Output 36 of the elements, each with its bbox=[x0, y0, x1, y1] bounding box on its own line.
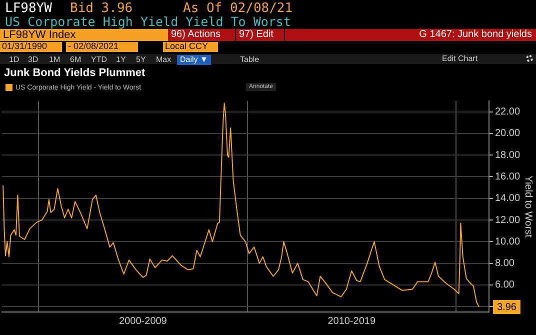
y-tick-label: 16.00 bbox=[494, 171, 520, 182]
y-axis-title: Yield to Worst bbox=[522, 176, 534, 238]
text: 1D bbox=[8, 55, 20, 65]
text: YTD bbox=[90, 55, 108, 65]
y-tick-label: 14.00 bbox=[494, 193, 520, 204]
text: Daily ▼ bbox=[177, 55, 211, 65]
x-tick-label: 2010-2019 bbox=[328, 316, 376, 327]
text: 6M bbox=[69, 55, 82, 65]
chart-subtitle: US Corporate High Yield Yield To Worst bbox=[5, 14, 291, 29]
text: 97) Edit bbox=[236, 29, 284, 41]
y-tick-label: 10.00 bbox=[494, 236, 520, 248]
text: 96) Actions bbox=[168, 29, 235, 41]
annotation: 3.96 bbox=[496, 302, 517, 313]
y-tick-label: 12.00 bbox=[494, 214, 520, 226]
text: Max bbox=[155, 55, 172, 65]
text: LF98YW Index bbox=[0, 29, 168, 41]
chart-title: Junk Bond Yields Plummet bbox=[4, 67, 146, 79]
text: As Of 02/08/21 bbox=[183, 1, 293, 16]
text: Local CCY bbox=[163, 41, 218, 52]
y-tick-label: 20.00 bbox=[494, 128, 520, 140]
x-tick-label: 2000-2009 bbox=[119, 316, 168, 327]
y-tick-label: 22.00 bbox=[494, 106, 520, 118]
y-tick-label: 6.00 bbox=[494, 280, 515, 291]
text: 01/31/1990 bbox=[0, 41, 62, 52]
text: G 1467: Junk bond yields bbox=[285, 29, 536, 41]
text: Edit Chart bbox=[442, 54, 478, 63]
text: Table bbox=[239, 55, 260, 65]
text: LF98YW bbox=[5, 1, 52, 16]
text: 1M bbox=[48, 55, 62, 65]
text: - 02/08/2021 bbox=[66, 41, 138, 52]
text: 1Y bbox=[115, 55, 127, 65]
y-tick-label: 18.00 bbox=[494, 150, 520, 161]
y-tick-label: 8.00 bbox=[494, 258, 515, 270]
text: 3D bbox=[27, 55, 40, 65]
text: 5Y bbox=[135, 55, 147, 65]
text: Bid 3.96 bbox=[70, 1, 133, 16]
